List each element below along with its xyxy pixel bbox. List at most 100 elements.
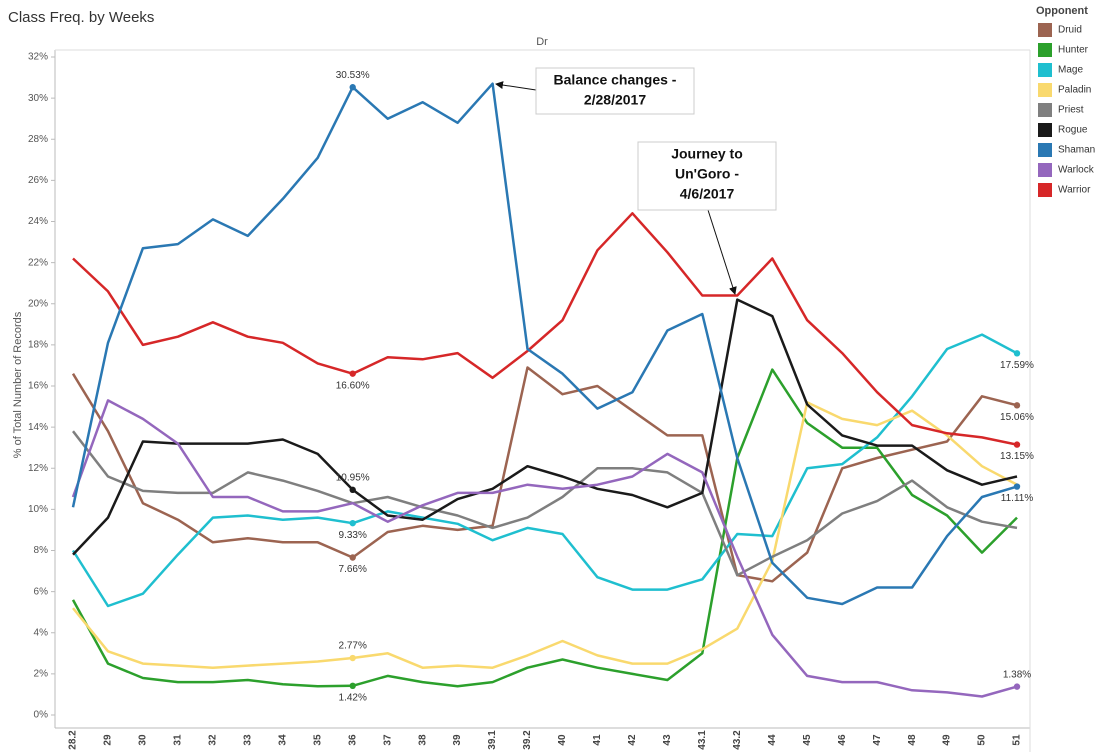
legend-title: Opponent	[1036, 5, 1088, 17]
data-label: 13.15%	[1000, 451, 1034, 462]
data-label: 2.77%	[339, 641, 367, 652]
legend-label: Rogue	[1058, 125, 1088, 136]
x-tick-label: 28.2	[68, 730, 79, 750]
data-label: 7.66%	[339, 564, 367, 575]
legend-label: Mage	[1058, 65, 1083, 76]
data-point	[1013, 483, 1021, 490]
y-tick-label: 20%	[28, 298, 48, 309]
data-label: 1.42%	[339, 692, 367, 703]
legend-swatch	[1038, 123, 1052, 137]
y-tick-label: 14%	[28, 422, 48, 433]
data-point	[349, 654, 356, 662]
x-tick-label: 44	[767, 734, 778, 746]
annotation-box	[637, 141, 777, 211]
x-tick-label: 47	[872, 734, 883, 746]
y-tick-label: 8%	[34, 545, 49, 556]
x-tick-label: 37	[382, 734, 393, 746]
x-tick-label: 34	[277, 734, 288, 746]
series-line	[71, 82, 1018, 606]
x-tick-label: 43.1	[697, 730, 708, 750]
legend-label: Shaman	[1058, 145, 1095, 156]
x-tick-label: 43.2	[732, 730, 743, 750]
legend-swatch	[1038, 143, 1052, 157]
y-tick-label: 24%	[28, 216, 48, 227]
data-label: 11.11%	[1001, 493, 1034, 504]
x-tick-label: 31	[173, 734, 184, 746]
annotation-text: Un'Goro -	[675, 166, 739, 182]
legend-swatch	[1038, 63, 1052, 77]
data-point	[1013, 350, 1021, 357]
y-tick-label: 26%	[28, 175, 48, 186]
legend-label: Druid	[1058, 25, 1082, 36]
data-label: 15.06%	[1000, 412, 1034, 423]
y-tick-label: 16%	[28, 381, 48, 392]
data-point	[349, 84, 356, 91]
data-point	[1013, 441, 1021, 448]
legend-swatch	[1038, 23, 1052, 37]
legend-swatch	[1038, 183, 1052, 197]
y-axis-label: % of Total Number of Records	[12, 311, 24, 458]
annotation-text: 2/28/2017	[584, 92, 646, 108]
series-line	[72, 430, 1018, 577]
data-label: 30.53%	[336, 70, 370, 81]
x-tick-label: 39.2	[522, 730, 533, 750]
series-line	[71, 366, 1018, 583]
y-tick-label: 32%	[28, 52, 48, 63]
y-tick-label: 0%	[34, 710, 49, 721]
legend-swatch	[1038, 43, 1052, 57]
x-tick-label: 35	[312, 734, 323, 746]
series-line	[72, 298, 1018, 556]
x-tick-label: 46	[837, 734, 848, 746]
legend-swatch	[1038, 83, 1052, 97]
x-tick-label: 40	[557, 734, 568, 746]
x-tick-label: 41	[592, 734, 603, 746]
data-point	[349, 554, 356, 561]
legend-swatch	[1038, 103, 1052, 117]
x-tick-label: 32	[207, 734, 218, 746]
series-line	[71, 368, 1018, 688]
data-label: 16.60%	[336, 380, 370, 391]
series-line	[72, 212, 1018, 446]
y-tick-label: 4%	[34, 627, 49, 638]
annotation-text: Balance changes -	[554, 72, 677, 88]
annotation-text: 4/6/2017	[680, 186, 735, 202]
data-label: 9.33%	[339, 530, 367, 541]
x-tick-label: 51	[1012, 734, 1023, 746]
x-tick-label: 36	[347, 734, 358, 746]
data-label: 17.59%	[1000, 360, 1034, 371]
chart-title: Class Freq. by Weeks	[8, 9, 154, 26]
y-tick-label: 18%	[28, 340, 48, 351]
y-tick-label: 10%	[28, 504, 48, 515]
x-tick-label: 33	[242, 734, 253, 746]
y-tick-label: 30%	[28, 93, 48, 104]
x-tick-label: 43	[662, 734, 673, 746]
annotation-arrow	[707, 209, 737, 295]
series-line	[71, 399, 1018, 698]
x-tick-label: 39	[452, 734, 463, 746]
legend-label: Warrior	[1058, 185, 1091, 196]
y-tick-label: 22%	[28, 257, 48, 268]
x-tick-label: 30	[138, 734, 149, 746]
x-tick-label: 29	[103, 734, 114, 746]
y-tick-label: 28%	[28, 134, 48, 145]
legend-swatch	[1038, 163, 1052, 177]
x-tick-label: 45	[802, 734, 813, 746]
x-tick-label: 49	[942, 734, 953, 746]
x-tick-label: 50	[977, 734, 988, 746]
series-line	[72, 401, 1018, 669]
y-tick-label: 12%	[28, 463, 48, 474]
data-point	[1013, 683, 1021, 690]
legend-label: Hunter	[1058, 45, 1089, 56]
annotation-arrow	[495, 81, 537, 91]
y-tick-label: 6%	[34, 586, 49, 597]
data-point	[349, 682, 356, 690]
column-header: Dr	[536, 36, 548, 48]
data-point	[349, 486, 356, 494]
data-point	[349, 519, 356, 527]
data-label: 10.95%	[336, 472, 370, 483]
y-tick-label: 2%	[34, 669, 49, 680]
legend-label: Warlock	[1058, 165, 1095, 176]
x-tick-label: 48	[907, 734, 918, 746]
data-point	[349, 370, 356, 377]
